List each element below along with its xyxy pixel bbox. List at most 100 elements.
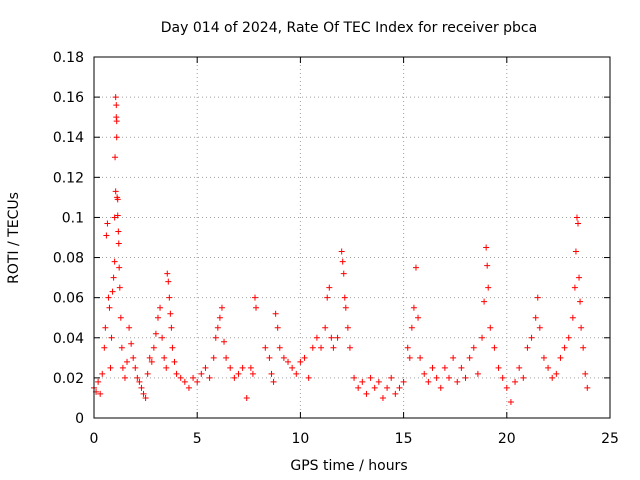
data-point bbox=[454, 378, 461, 385]
data-point bbox=[152, 330, 159, 337]
data-point bbox=[239, 364, 246, 371]
data-point bbox=[322, 324, 329, 331]
data-point bbox=[351, 374, 358, 381]
data-point bbox=[148, 358, 155, 365]
data-point bbox=[400, 378, 407, 385]
data-point bbox=[474, 370, 481, 377]
data-point bbox=[466, 354, 473, 361]
data-point bbox=[549, 374, 556, 381]
data-point bbox=[341, 294, 348, 301]
data-point bbox=[168, 324, 175, 331]
data-point bbox=[108, 334, 115, 341]
data-point bbox=[355, 384, 362, 391]
data-point bbox=[367, 374, 374, 381]
data-point bbox=[470, 344, 477, 351]
data-point bbox=[516, 364, 523, 371]
data-point bbox=[251, 294, 258, 301]
data-point bbox=[309, 344, 316, 351]
data-point bbox=[406, 354, 413, 361]
data-point bbox=[328, 334, 335, 341]
data-point bbox=[410, 304, 417, 311]
data-point bbox=[212, 334, 219, 341]
y-tick-label: 0.02 bbox=[53, 371, 84, 387]
data-point bbox=[119, 364, 126, 371]
x-axis-ticks: 0 5 10 15 20 25 bbox=[90, 57, 619, 447]
x-tick-label: 10 bbox=[291, 431, 309, 447]
data-point bbox=[340, 270, 347, 277]
data-point bbox=[297, 358, 304, 365]
y-axis-ticks: 0 0.02 0.04 0.06 0.08 0.1 0.12 0.14 0.16 0.18 bbox=[53, 50, 610, 427]
data-points bbox=[91, 94, 591, 405]
data-point bbox=[545, 364, 552, 371]
x-tick-label: 5 bbox=[193, 431, 202, 447]
data-point bbox=[415, 314, 422, 321]
data-point bbox=[194, 378, 201, 385]
data-point bbox=[114, 196, 121, 203]
data-point bbox=[344, 324, 351, 331]
data-point bbox=[301, 354, 308, 361]
data-point bbox=[107, 364, 114, 371]
data-point bbox=[491, 344, 498, 351]
data-point bbox=[169, 344, 176, 351]
data-point bbox=[181, 378, 188, 385]
data-point bbox=[276, 344, 283, 351]
x-tick-label: 15 bbox=[395, 431, 413, 447]
data-point bbox=[446, 374, 453, 381]
data-point bbox=[116, 264, 123, 271]
data-point bbox=[262, 344, 269, 351]
data-point bbox=[483, 244, 490, 251]
y-tick-label: 0.16 bbox=[53, 90, 84, 106]
data-point bbox=[118, 344, 125, 351]
data-point bbox=[270, 378, 277, 385]
data-point bbox=[363, 390, 370, 397]
x-axis-label: GPS time / hours bbox=[290, 458, 407, 474]
data-point bbox=[553, 370, 560, 377]
data-point bbox=[116, 284, 123, 291]
data-point bbox=[253, 304, 260, 311]
data-point bbox=[114, 212, 121, 219]
data-point bbox=[154, 314, 161, 321]
data-point bbox=[113, 102, 120, 109]
y-tick-label: 0.14 bbox=[53, 130, 84, 146]
data-point bbox=[121, 374, 128, 381]
data-point bbox=[384, 384, 391, 391]
data-point bbox=[235, 370, 242, 377]
data-point bbox=[214, 324, 221, 331]
plot-frame bbox=[93, 56, 611, 419]
data-point bbox=[580, 344, 587, 351]
data-point bbox=[266, 354, 273, 361]
data-point bbox=[396, 384, 403, 391]
data-point bbox=[326, 284, 333, 291]
data-point bbox=[130, 354, 137, 361]
data-point bbox=[113, 118, 120, 125]
y-tick-label: 0.12 bbox=[53, 170, 84, 186]
data-point bbox=[534, 294, 541, 301]
data-point bbox=[575, 220, 582, 227]
data-point bbox=[138, 384, 145, 391]
data-point bbox=[379, 394, 386, 401]
data-point bbox=[371, 384, 378, 391]
data-point bbox=[144, 370, 151, 377]
data-point bbox=[412, 264, 419, 271]
data-point bbox=[101, 344, 108, 351]
data-point bbox=[117, 314, 124, 321]
y-tick-label: 0.04 bbox=[53, 331, 84, 347]
y-tick-label: 0 bbox=[75, 411, 84, 427]
data-point bbox=[223, 354, 230, 361]
data-point bbox=[485, 284, 492, 291]
data-point bbox=[142, 394, 149, 401]
data-point bbox=[243, 394, 250, 401]
x-tick-label: 0 bbox=[90, 431, 99, 447]
data-point bbox=[140, 390, 147, 397]
data-point bbox=[227, 364, 234, 371]
data-point bbox=[206, 374, 213, 381]
data-point bbox=[565, 334, 572, 341]
data-point bbox=[433, 374, 440, 381]
data-point bbox=[104, 220, 111, 227]
data-point bbox=[571, 284, 578, 291]
data-point bbox=[528, 334, 535, 341]
data-point bbox=[128, 340, 135, 347]
data-point bbox=[115, 228, 122, 235]
data-point bbox=[218, 304, 225, 311]
